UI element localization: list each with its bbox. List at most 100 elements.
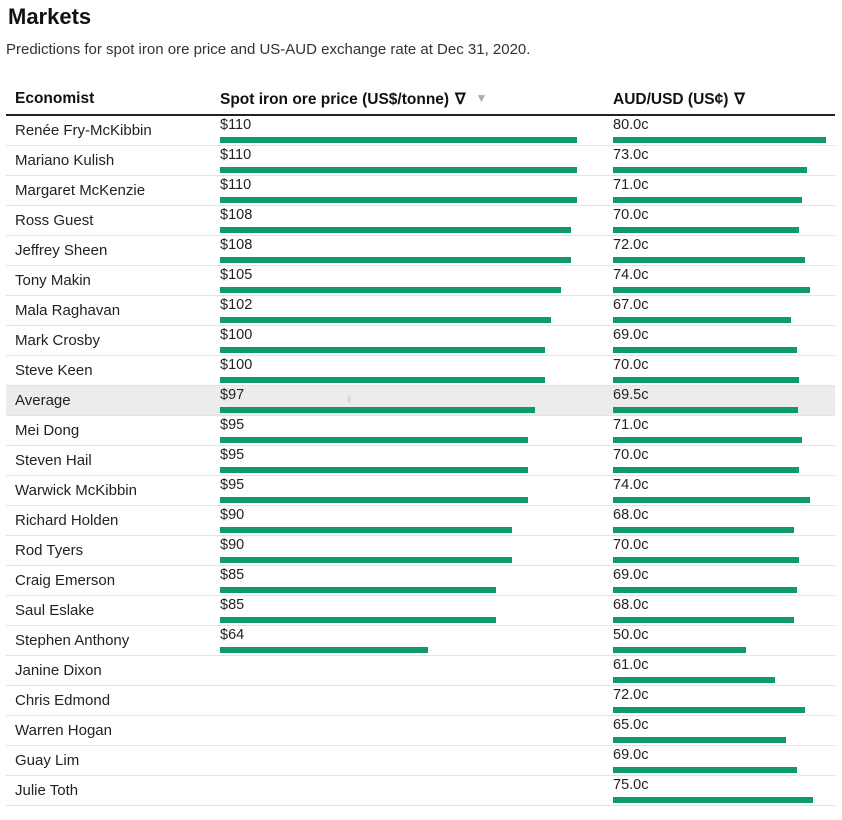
iron-ore-bar bbox=[220, 167, 577, 173]
header-aud-usd[interactable]: AUD/USD (US¢) ∇ bbox=[613, 90, 745, 109]
iron-ore-value-label: $110 bbox=[220, 147, 252, 163]
iron-ore-value-label: $90 bbox=[220, 507, 245, 523]
table-row: Warren Hogan 65.0c bbox=[6, 716, 835, 746]
aud-bar bbox=[613, 647, 746, 653]
economist-name: Julie Toth bbox=[15, 782, 79, 799]
iron-ore-bar bbox=[220, 647, 428, 653]
aud-bar bbox=[613, 407, 798, 413]
table-row: Chris Edmond 72.0c bbox=[6, 686, 835, 716]
aud-bar bbox=[613, 467, 799, 473]
table-row: Ross Guest $108 70.0c bbox=[6, 206, 835, 236]
page-title: Markets bbox=[8, 4, 92, 29]
iron-ore-value-label: $85 bbox=[220, 567, 245, 583]
iron-ore-value-label: $85 bbox=[220, 597, 245, 613]
table-row: Steve Keen $100 70.0c bbox=[6, 356, 835, 386]
aud-value-label: 71.0c bbox=[613, 417, 649, 433]
aud-bar bbox=[613, 257, 805, 263]
economist-name: Mariano Kulish bbox=[15, 152, 115, 169]
economist-name: Tony Makin bbox=[15, 272, 91, 289]
aud-value-label: 72.0c bbox=[613, 237, 649, 253]
iron-ore-value-label: $95 bbox=[220, 447, 245, 463]
header-iron-ore-label: Spot iron ore price (US$/tonne) bbox=[220, 91, 450, 108]
iron-ore-value-label: $95 bbox=[220, 417, 245, 433]
sort-active-icon: ▼ bbox=[475, 91, 488, 105]
iron-ore-bar bbox=[220, 317, 551, 323]
page-subtitle: Predictions for spot iron ore price and … bbox=[6, 41, 531, 58]
table-row: Stephen Anthony $64 50.0c bbox=[6, 626, 835, 656]
aud-value-label: 69.5c bbox=[613, 387, 649, 403]
aud-value-label: 75.0c bbox=[613, 777, 649, 793]
iron-ore-value-label: $102 bbox=[220, 297, 253, 313]
economist-name: Mark Crosby bbox=[15, 332, 101, 349]
table-row: Jeffrey Sheen $108 72.0c bbox=[6, 236, 835, 266]
economist-name: Craig Emerson bbox=[15, 572, 116, 589]
table-row: Mark Crosby $100 69.0c bbox=[6, 326, 835, 356]
aud-bar bbox=[613, 527, 794, 533]
iron-ore-bar bbox=[220, 227, 571, 233]
iron-ore-value-label: $108 bbox=[220, 237, 253, 253]
iron-ore-value-label: $90 bbox=[220, 537, 245, 553]
aud-value-label: 72.0c bbox=[613, 687, 649, 703]
economist-name: Chris Edmond bbox=[15, 692, 111, 709]
table-row: Rod Tyers $90 70.0c bbox=[6, 536, 835, 566]
iron-ore-bar bbox=[220, 377, 545, 383]
iron-ore-bar bbox=[220, 557, 512, 563]
iron-ore-bar bbox=[220, 437, 528, 443]
aud-bar bbox=[613, 767, 797, 773]
iron-ore-value-label: $100 bbox=[220, 327, 253, 343]
aud-value-label: 69.0c bbox=[613, 327, 649, 343]
aud-value-label: 73.0c bbox=[613, 147, 649, 163]
header-aud-usd-label: AUD/USD (US¢) bbox=[613, 91, 729, 108]
aud-bar bbox=[613, 347, 797, 353]
iron-ore-value-label: $97 bbox=[220, 387, 245, 403]
sort-icon[interactable]: ∇ bbox=[734, 91, 745, 108]
aud-bar bbox=[613, 617, 794, 623]
aud-bar bbox=[613, 737, 786, 743]
iron-ore-bar bbox=[220, 497, 528, 503]
iron-ore-value-label: $108 bbox=[220, 207, 253, 223]
iron-ore-bar bbox=[220, 137, 577, 143]
aud-value-label: 69.0c bbox=[613, 747, 649, 763]
economist-name: Mei Dong bbox=[15, 422, 80, 439]
economist-name: Margaret McKenzie bbox=[15, 182, 146, 199]
aud-bar bbox=[613, 437, 802, 443]
aud-bar bbox=[613, 227, 799, 233]
sort-icon[interactable]: ∇ bbox=[455, 91, 466, 108]
aud-bar bbox=[613, 167, 807, 173]
aud-value-label: 68.0c bbox=[613, 507, 649, 523]
aud-value-label: 68.0c bbox=[613, 597, 649, 613]
aud-value-label: 70.0c bbox=[613, 207, 649, 223]
aud-bar bbox=[613, 797, 813, 803]
economist-name: Warren Hogan bbox=[15, 722, 112, 739]
table-row: Saul Eslake $85 68.0c bbox=[6, 596, 835, 626]
aud-bar bbox=[613, 497, 810, 503]
aud-value-label: 70.0c bbox=[613, 357, 649, 373]
table-row: Guay Lim 69.0c bbox=[6, 746, 835, 776]
table-row: Mala Raghavan $102 67.0c bbox=[6, 296, 835, 326]
table-row: Renée Fry-McKibbin $110 80.0c bbox=[6, 116, 835, 146]
iron-ore-value-label: $110 bbox=[220, 117, 252, 133]
economist-name: Steve Keen bbox=[15, 362, 93, 379]
table-row: Mei Dong $95 71.0c bbox=[6, 416, 835, 446]
iron-ore-value-label: $110 bbox=[220, 177, 252, 193]
aud-bar bbox=[613, 287, 810, 293]
table-body: Renée Fry-McKibbin $110 80.0c Mariano Kulis… bbox=[6, 116, 835, 806]
aud-value-label: 69.0c bbox=[613, 567, 649, 583]
aud-value-label: 80.0c bbox=[613, 117, 649, 133]
table-row: Mariano Kulish $110 73.0c bbox=[6, 146, 835, 176]
aud-bar bbox=[613, 317, 791, 323]
header-economist[interactable]: Economist bbox=[15, 90, 94, 108]
aud-bar bbox=[613, 707, 805, 713]
aud-value-label: 50.0c bbox=[613, 627, 649, 643]
header-economist-label: Economist bbox=[15, 90, 95, 107]
header-iron-ore[interactable]: Spot iron ore price (US$/tonne) ∇ ▼ bbox=[220, 90, 487, 109]
table-row: Margaret McKenzie $110 71.0c bbox=[6, 176, 835, 206]
economist-name: Saul Eslake bbox=[15, 602, 95, 619]
iron-ore-bar bbox=[220, 527, 512, 533]
economist-name: Richard Holden bbox=[15, 512, 119, 529]
aud-value-label: 61.0c bbox=[613, 657, 649, 673]
economist-name: Janine Dixon bbox=[15, 662, 102, 679]
table-row: Tony Makin $105 74.0c bbox=[6, 266, 835, 296]
iron-ore-bar bbox=[220, 257, 571, 263]
economist-name: Rod Tyers bbox=[15, 542, 84, 559]
